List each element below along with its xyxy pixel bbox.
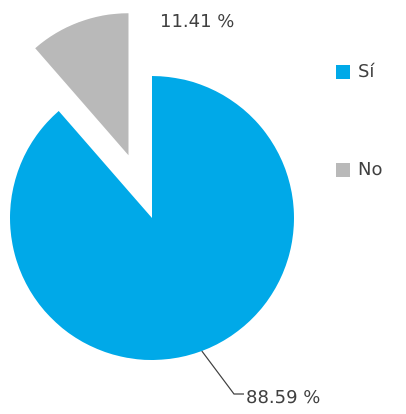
pie-slice: [35, 13, 129, 156]
pie-slice: [9, 76, 294, 360]
legend-label: No: [358, 159, 382, 180]
legend-swatch: [336, 65, 350, 79]
data-label: 88.59 %: [246, 387, 320, 408]
data-label: 11.41 %: [160, 11, 234, 32]
legend-label: Sí: [358, 61, 375, 82]
legend-swatch: [336, 163, 350, 177]
leader-line: [201, 350, 244, 395]
